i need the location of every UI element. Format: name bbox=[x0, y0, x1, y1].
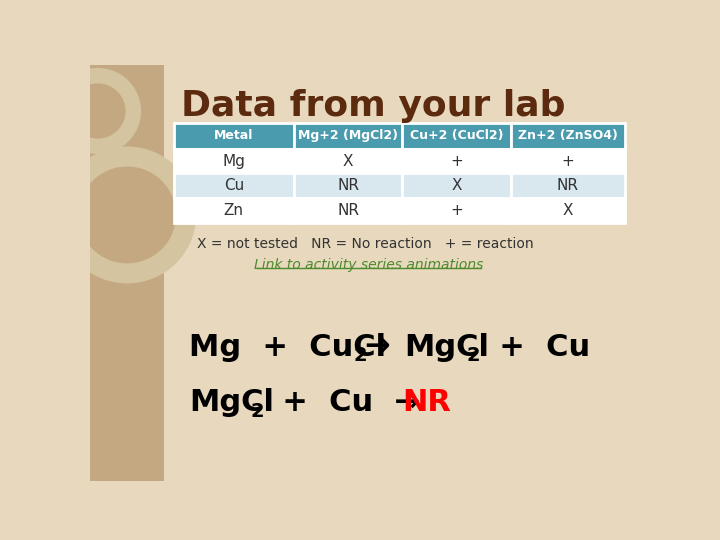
Text: Zn: Zn bbox=[224, 203, 244, 218]
FancyBboxPatch shape bbox=[90, 65, 163, 481]
Text: NR: NR bbox=[337, 178, 359, 193]
Text: X = not tested   NR = No reaction   + = reaction: X = not tested NR = No reaction + = reac… bbox=[197, 237, 534, 251]
Text: 2: 2 bbox=[467, 346, 480, 365]
FancyBboxPatch shape bbox=[510, 173, 625, 198]
Text: +  Cu: + Cu bbox=[477, 333, 590, 362]
Text: Mg  +  CuCl: Mg + CuCl bbox=[189, 333, 387, 362]
Circle shape bbox=[59, 147, 195, 283]
Text: 2: 2 bbox=[354, 346, 367, 365]
Text: Data from your lab: Data from your lab bbox=[181, 90, 566, 124]
Text: +  Cu  →: + Cu → bbox=[261, 388, 420, 417]
FancyBboxPatch shape bbox=[174, 198, 294, 222]
Text: +: + bbox=[450, 203, 463, 218]
FancyBboxPatch shape bbox=[402, 148, 510, 173]
Text: Cu+2 (CuCl2): Cu+2 (CuCl2) bbox=[410, 129, 503, 142]
Text: +: + bbox=[450, 153, 463, 168]
Circle shape bbox=[79, 167, 175, 262]
Text: X: X bbox=[562, 203, 573, 218]
FancyBboxPatch shape bbox=[402, 198, 510, 222]
FancyBboxPatch shape bbox=[402, 173, 510, 198]
Text: +: + bbox=[562, 153, 574, 168]
FancyBboxPatch shape bbox=[294, 173, 402, 198]
FancyBboxPatch shape bbox=[510, 123, 625, 148]
FancyBboxPatch shape bbox=[174, 123, 294, 148]
FancyBboxPatch shape bbox=[510, 148, 625, 173]
Text: Mg+2 (MgCl2): Mg+2 (MgCl2) bbox=[298, 129, 398, 142]
Circle shape bbox=[71, 84, 125, 138]
Text: Zn+2 (ZnSO4): Zn+2 (ZnSO4) bbox=[518, 129, 618, 142]
Text: Metal: Metal bbox=[214, 129, 253, 142]
Text: 2: 2 bbox=[251, 402, 264, 421]
Text: Mg: Mg bbox=[222, 153, 246, 168]
Text: X: X bbox=[451, 178, 462, 193]
Text: NR: NR bbox=[557, 178, 579, 193]
FancyBboxPatch shape bbox=[174, 173, 294, 198]
Text: X: X bbox=[343, 153, 354, 168]
FancyBboxPatch shape bbox=[510, 198, 625, 222]
Text: MgCl: MgCl bbox=[405, 333, 490, 362]
Text: Link to activity series animations: Link to activity series animations bbox=[254, 258, 484, 272]
FancyBboxPatch shape bbox=[402, 123, 510, 148]
FancyBboxPatch shape bbox=[294, 123, 402, 148]
Text: MgCl: MgCl bbox=[189, 388, 274, 417]
FancyBboxPatch shape bbox=[174, 148, 294, 173]
Text: Cu: Cu bbox=[224, 178, 244, 193]
Text: →: → bbox=[364, 333, 390, 362]
Text: NR: NR bbox=[337, 203, 359, 218]
FancyBboxPatch shape bbox=[294, 198, 402, 222]
FancyBboxPatch shape bbox=[294, 148, 402, 173]
Circle shape bbox=[55, 69, 140, 153]
Text: NR: NR bbox=[402, 388, 451, 417]
